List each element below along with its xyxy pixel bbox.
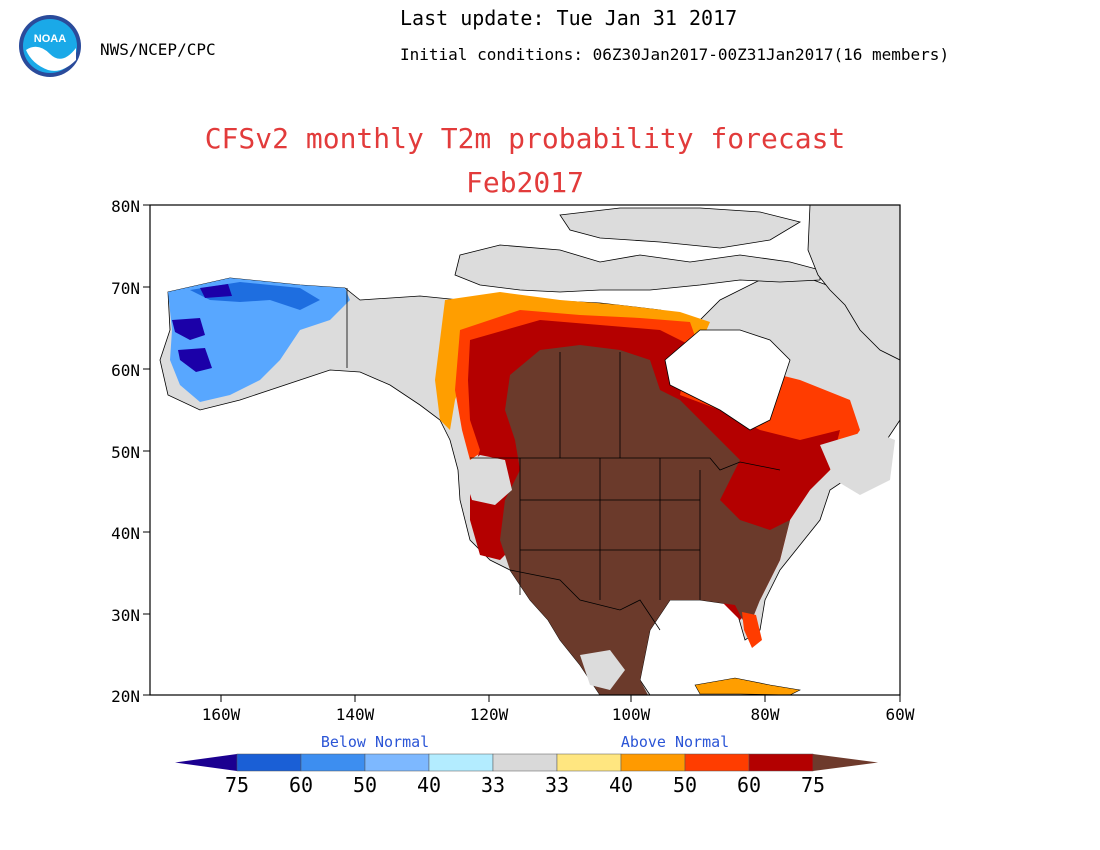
last-update: Last update: Tue Jan 31 2017 xyxy=(400,6,738,30)
initial-conditions: Initial conditions: 06Z30Jan2017-00Z31Ja… xyxy=(400,45,950,64)
lat-tick-marks xyxy=(143,204,150,696)
lat-axis: 80N 70N 60N 50N 40N 30N 20N xyxy=(111,197,140,706)
legend-swatch xyxy=(364,753,430,772)
lon-tick-label: 120W xyxy=(470,705,509,724)
lat-tick-label: 40N xyxy=(111,524,140,543)
florida xyxy=(742,612,762,648)
alaska-below-75 xyxy=(172,284,232,372)
legend-value-label: 75 xyxy=(225,773,249,797)
gulf-coast-gray xyxy=(580,650,625,690)
legend-arrow-right xyxy=(813,754,878,771)
lat-tick-label: 80N xyxy=(111,197,140,216)
legend-value-label: 50 xyxy=(353,773,377,797)
arctic-islands-north xyxy=(559,207,802,249)
legend-value-label: 33 xyxy=(545,773,569,797)
legend-bar xyxy=(175,753,878,772)
map-frame xyxy=(149,204,901,696)
legend-value-label: 60 xyxy=(737,773,761,797)
legend-swatch xyxy=(684,753,750,772)
lon-tick-label: 60W xyxy=(886,705,915,724)
map-subtitle: Feb2017 xyxy=(465,166,584,199)
above-normal-label: Above Normal xyxy=(621,733,729,751)
legend-value-label: 33 xyxy=(481,773,505,797)
below-normal-label: Below Normal xyxy=(321,733,429,751)
legend-value-label: 60 xyxy=(289,773,313,797)
legend-value-label: 40 xyxy=(609,773,633,797)
legend-swatch xyxy=(748,753,814,772)
legend-arrow-left xyxy=(175,754,237,771)
lon-axis: 160W 140W 120W 100W 80W 60W xyxy=(202,705,915,724)
legend-value-label: 75 xyxy=(801,773,825,797)
noaa-logo: NOAA xyxy=(18,14,82,78)
lat-tick-label: 70N xyxy=(111,279,140,298)
lon-tick-label: 160W xyxy=(202,705,241,724)
lat-tick-label: 20N xyxy=(111,687,140,706)
map-fields xyxy=(159,205,900,695)
legend-swatch xyxy=(556,753,622,772)
hudson-bay xyxy=(664,329,791,431)
northeast-gray xyxy=(820,430,895,495)
legend-swatch xyxy=(492,753,558,772)
legend-swatch xyxy=(428,753,494,772)
legend-value-label: 40 xyxy=(417,773,441,797)
westcoast-gray xyxy=(462,455,512,505)
legend-value-label: 50 xyxy=(673,773,697,797)
lat-tick-label: 30N xyxy=(111,606,140,625)
agency-label: NWS/NCEP/CPC xyxy=(100,40,216,59)
noaa-logo-text: NOAA xyxy=(34,33,66,45)
lon-tick-label: 140W xyxy=(336,705,375,724)
lon-tick-label: 80W xyxy=(751,705,780,724)
legend-values: 75 60 50 40 33 33 40 50 60 75 xyxy=(225,773,825,797)
lon-tick-marks xyxy=(220,695,901,702)
lat-tick-label: 60N xyxy=(111,361,140,380)
arctic-islands xyxy=(454,244,821,293)
alaska-below-50 xyxy=(168,278,350,402)
greenland xyxy=(807,205,900,361)
lat-tick-label: 50N xyxy=(111,443,140,462)
cuba xyxy=(694,677,801,695)
legend-swatch xyxy=(236,753,302,772)
lon-tick-label: 100W xyxy=(612,705,651,724)
borders xyxy=(346,288,781,631)
legend-swatch xyxy=(300,753,366,772)
above-max-core xyxy=(500,345,790,695)
map-title: CFSv2 monthly T2m probability forecast xyxy=(204,122,846,155)
legend-swatch xyxy=(620,753,686,772)
